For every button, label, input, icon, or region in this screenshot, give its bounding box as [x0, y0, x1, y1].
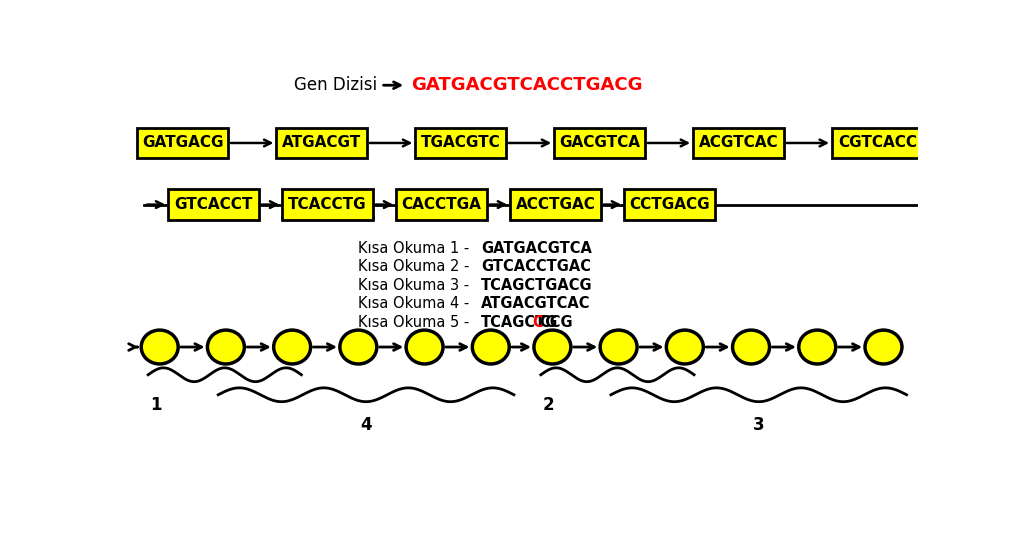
Ellipse shape: [208, 330, 244, 364]
Text: GATGACG: GATGACG: [142, 135, 224, 150]
Text: GTCACCT: GTCACCT: [174, 197, 253, 212]
Ellipse shape: [273, 330, 311, 364]
Text: CACCTGA: CACCTGA: [402, 197, 482, 212]
Text: ATGACGTCAC: ATGACGTCAC: [481, 296, 590, 311]
Text: GATGACGTCACCTGACG: GATGACGTCACCTGACG: [411, 76, 643, 94]
Text: CCG: CCG: [539, 315, 573, 330]
Text: TCAGCTGACG: TCAGCTGACG: [481, 278, 592, 293]
Text: Kısa Okuma 3 -: Kısa Okuma 3 -: [358, 278, 469, 293]
Ellipse shape: [340, 330, 376, 364]
Text: Kısa Okuma 4 -: Kısa Okuma 4 -: [358, 296, 469, 311]
Ellipse shape: [601, 330, 637, 364]
Ellipse shape: [141, 330, 178, 364]
FancyBboxPatch shape: [510, 189, 601, 220]
Text: ACCTGAC: ACCTGAC: [516, 197, 595, 212]
Text: GTCACCTGAC: GTCACCTGAC: [481, 259, 591, 274]
FancyBboxPatch shape: [624, 189, 715, 220]
FancyBboxPatch shape: [832, 128, 923, 158]
Text: Kısa Okuma 1 -: Kısa Okuma 1 -: [358, 241, 469, 256]
Text: TCACCTG: TCACCTG: [288, 197, 367, 212]
Ellipse shape: [865, 330, 902, 364]
FancyBboxPatch shape: [276, 128, 367, 158]
Text: GATGACGTCA: GATGACGTCA: [481, 241, 591, 256]
Text: 4: 4: [360, 416, 372, 434]
Ellipse shape: [666, 330, 704, 364]
Text: 1: 1: [150, 396, 162, 415]
Ellipse shape: [473, 330, 509, 364]
Text: TCAGCTG: TCAGCTG: [481, 315, 559, 330]
Text: Gen Dizisi: Gen Dizisi: [294, 76, 376, 94]
FancyBboxPatch shape: [693, 128, 784, 158]
Text: 3: 3: [753, 416, 764, 434]
Text: TGACGTC: TGACGTC: [420, 135, 500, 150]
Text: 2: 2: [543, 396, 554, 415]
FancyBboxPatch shape: [137, 128, 228, 158]
Text: C: C: [532, 315, 543, 330]
FancyBboxPatch shape: [554, 128, 644, 158]
Ellipse shape: [799, 330, 836, 364]
Ellipse shape: [732, 330, 769, 364]
FancyBboxPatch shape: [415, 128, 506, 158]
Text: CGTCACC: CGTCACC: [838, 135, 917, 150]
Text: CCTGACG: CCTGACG: [629, 197, 710, 212]
FancyBboxPatch shape: [396, 189, 487, 220]
Text: ATGACGT: ATGACGT: [282, 135, 361, 150]
FancyBboxPatch shape: [168, 189, 259, 220]
FancyBboxPatch shape: [282, 189, 373, 220]
Text: Kısa Okuma 5 -: Kısa Okuma 5 -: [358, 315, 469, 330]
Ellipse shape: [534, 330, 571, 364]
Text: ACGTCAC: ACGTCAC: [699, 135, 779, 150]
Ellipse shape: [406, 330, 443, 364]
Text: GACGTCA: GACGTCA: [559, 135, 640, 150]
Text: Kısa Okuma 2 -: Kısa Okuma 2 -: [358, 259, 469, 274]
